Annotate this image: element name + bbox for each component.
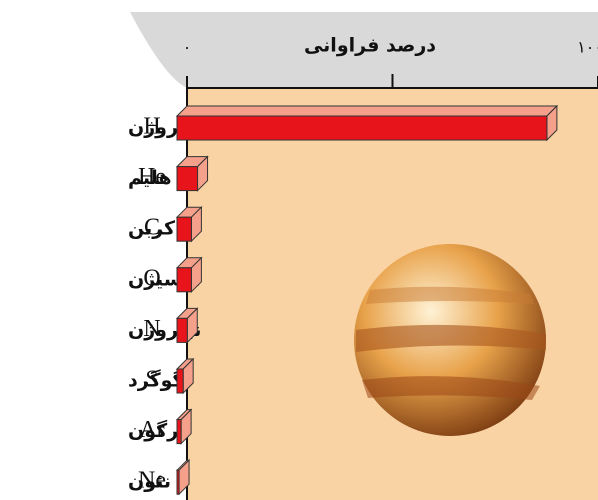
element-name: آرگون [128, 418, 185, 442]
bar [175, 458, 191, 496]
element-symbol: Ne [138, 468, 166, 494]
bar [175, 205, 203, 243]
bar-front-face [176, 166, 199, 192]
element-name: نئون [128, 471, 171, 493]
element-name: کربن [128, 218, 176, 240]
bar-front-face [176, 368, 184, 394]
element-name: گوگرد [128, 369, 185, 392]
bar [175, 307, 199, 344]
bar [175, 104, 559, 142]
element-symbol: O [143, 265, 160, 291]
bar [175, 256, 203, 294]
bar-top-face [175, 105, 559, 117]
element-symbol: Ar [139, 417, 164, 443]
bar [175, 408, 193, 445]
x-tick-label: ۱۰۰ [577, 38, 598, 57]
bar-front-face [176, 115, 548, 141]
x-axis-title: درصد فراوانی [304, 35, 436, 57]
element-symbol: N [143, 316, 160, 342]
planet-image [354, 244, 546, 436]
bar-front-face [176, 469, 180, 495]
element-symbol: S [145, 367, 158, 393]
bar-front-face [176, 317, 188, 343]
element-symbol: C [144, 215, 160, 241]
element-symbol: H [143, 114, 160, 140]
element-symbol: He [138, 164, 166, 190]
x-tick-label: ۰ [183, 38, 192, 57]
bar-front-face [176, 419, 182, 445]
element-name: هلیم [128, 167, 172, 189]
bar-front-face [176, 216, 192, 242]
bar [175, 357, 195, 395]
axis-band [130, 12, 598, 88]
bar [175, 155, 209, 192]
bar-front-face [176, 267, 192, 293]
